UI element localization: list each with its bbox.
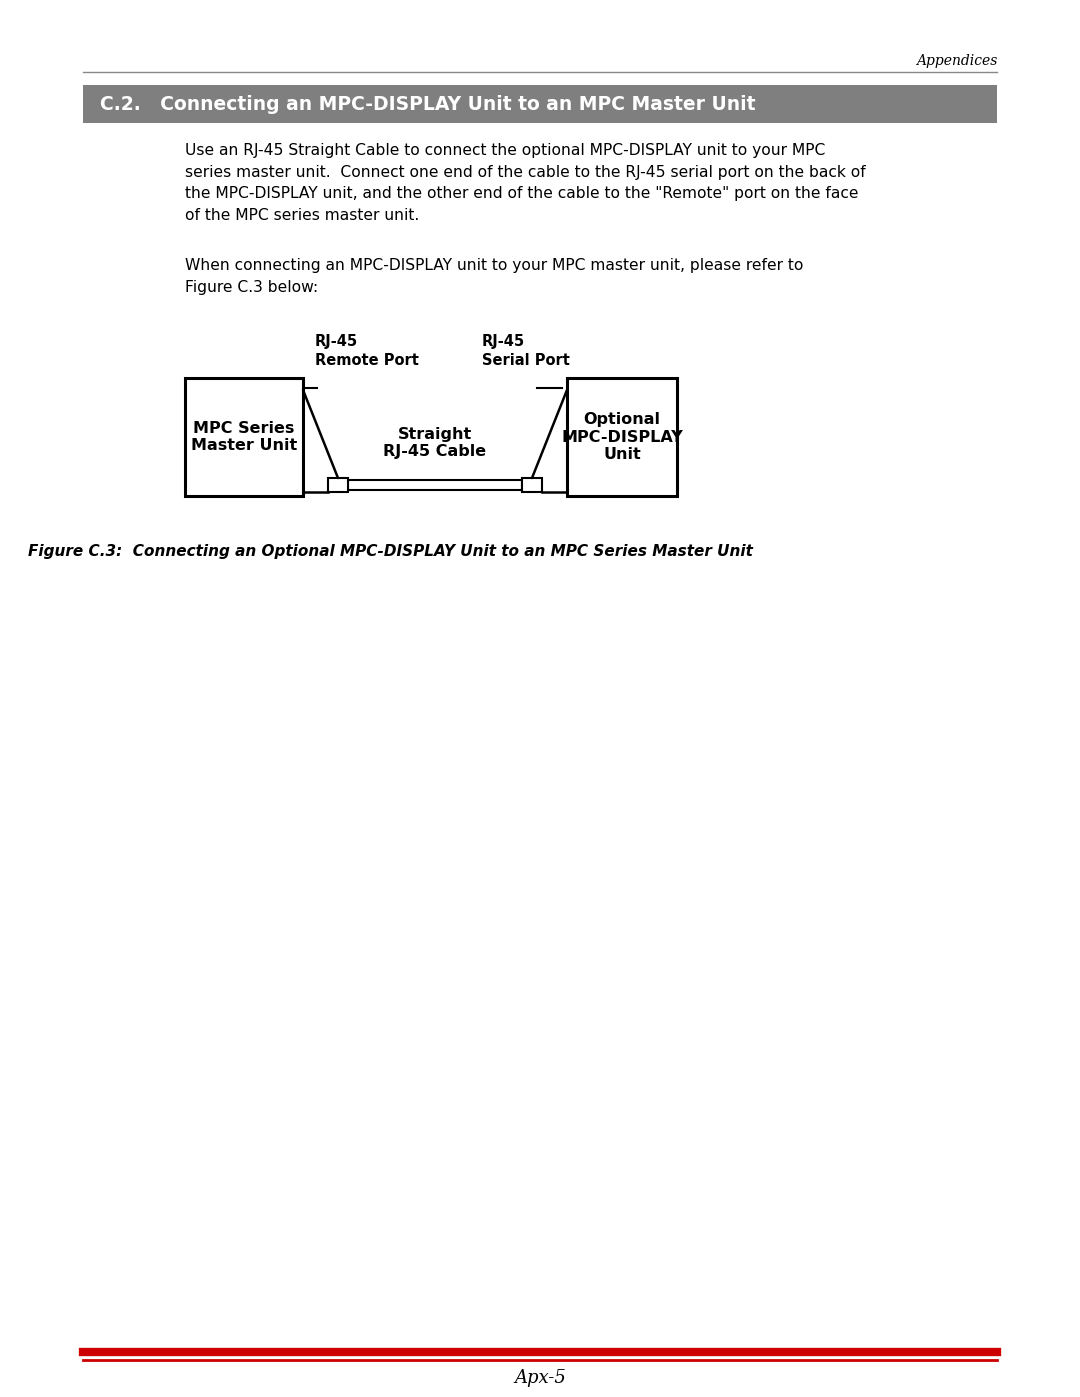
Text: When connecting an MPC-DISPLAY unit to your MPC master unit, please refer to
Fig: When connecting an MPC-DISPLAY unit to y…	[185, 258, 804, 295]
Bar	[522, 478, 542, 492]
Text: Optional
MPC-DISPLAY
Unit: Optional MPC-DISPLAY Unit	[562, 412, 683, 462]
Text: C.2.   Connecting an MPC-DISPLAY Unit to an MPC Master Unit: C.2. Connecting an MPC-DISPLAY Unit to a…	[100, 95, 756, 113]
Text: RJ-45
Remote Port: RJ-45 Remote Port	[315, 334, 419, 367]
Text: Figure C.3:  Connecting an Optional MPC-DISPLAY Unit to an MPC Series Master Uni: Figure C.3: Connecting an Optional MPC-D…	[28, 543, 753, 559]
Text: Apx-5: Apx-5	[514, 1369, 566, 1387]
Text: Straight
RJ-45 Cable: Straight RJ-45 Cable	[383, 427, 487, 460]
Bar	[83, 85, 997, 123]
Bar	[185, 379, 303, 496]
Bar	[348, 481, 522, 490]
Text: RJ-45
Serial Port: RJ-45 Serial Port	[482, 334, 570, 367]
Bar	[567, 379, 677, 496]
Bar	[328, 478, 348, 492]
Text: Use an RJ-45 Straight Cable to connect the optional MPC-DISPLAY unit to your MPC: Use an RJ-45 Straight Cable to connect t…	[185, 142, 866, 222]
Text: MPC Series
Master Unit: MPC Series Master Unit	[191, 420, 297, 453]
Text: Appendices: Appendices	[916, 54, 997, 68]
